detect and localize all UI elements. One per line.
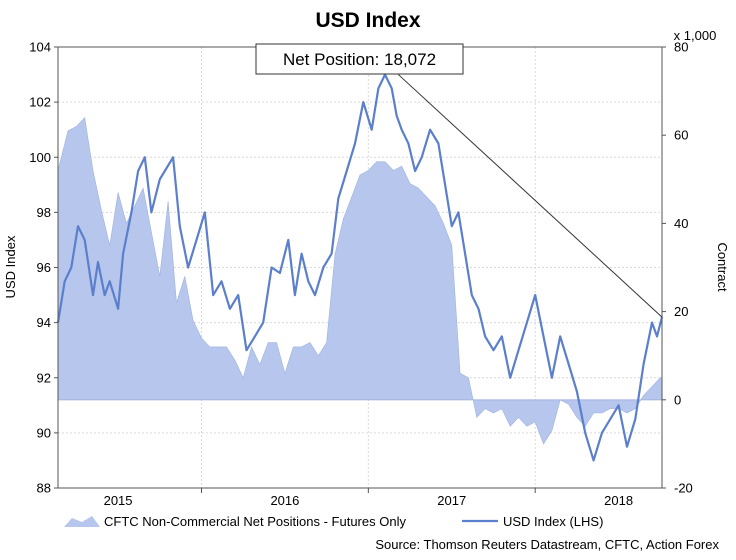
x-tick-label: 2017 xyxy=(437,493,466,508)
legend: CFTC Non-Commercial Net Positions - Futu… xyxy=(64,514,603,529)
left-axis-label: USD Index xyxy=(3,235,18,298)
left-tick-label: 104 xyxy=(29,40,51,55)
area-series xyxy=(57,116,663,445)
left-tick-label: 98 xyxy=(37,205,51,220)
x-tick-label: 2018 xyxy=(604,493,633,508)
x-axis-ticks: 2015 2016 2017 2018 xyxy=(104,488,633,508)
line-series xyxy=(56,73,664,462)
net-position-area xyxy=(57,116,663,445)
source-note: Source: Thomson Reuters Datastream, CFTC… xyxy=(375,537,719,552)
legend-area-label: CFTC Non-Commercial Net Positions - Futu… xyxy=(104,514,406,529)
left-tick-label: 100 xyxy=(29,150,51,165)
x-tick-label: 2016 xyxy=(270,493,299,508)
annotation-text: Net Position: 18,072 xyxy=(283,50,436,69)
left-tick-label: 92 xyxy=(37,370,51,385)
right-tick-label: 20 xyxy=(674,304,688,319)
left-tick-label: 96 xyxy=(37,260,51,275)
annotation-connector xyxy=(398,74,663,318)
right-axis-ticks: -20 0 20 40 60 80 xyxy=(662,40,693,496)
usd-index-line xyxy=(56,73,664,462)
left-axis-ticks: 88 90 92 94 96 98 100 102 104 xyxy=(29,40,58,496)
annotation: Net Position: 18,072 xyxy=(255,43,663,318)
right-tick-label: 40 xyxy=(674,216,688,231)
right-axis-label: Contract xyxy=(715,242,730,292)
right-axis-multiplier: x 1,000 xyxy=(674,28,717,43)
legend-line-label: USD Index (LHS) xyxy=(503,514,603,529)
annotation-box xyxy=(255,43,464,75)
left-tick-label: 94 xyxy=(37,315,51,330)
right-tick-label: 60 xyxy=(674,128,688,143)
right-tick-label: 0 xyxy=(674,392,681,407)
right-tick-label: -20 xyxy=(674,481,693,496)
left-tick-label: 88 xyxy=(37,481,51,496)
left-tick-label: 90 xyxy=(37,425,51,440)
x-tick-label: 2015 xyxy=(104,493,133,508)
right-tick-label: 80 xyxy=(674,40,688,55)
left-tick-label: 102 xyxy=(29,95,51,110)
legend-area-swatch xyxy=(64,516,100,527)
chart-title: USD Index xyxy=(315,9,420,32)
